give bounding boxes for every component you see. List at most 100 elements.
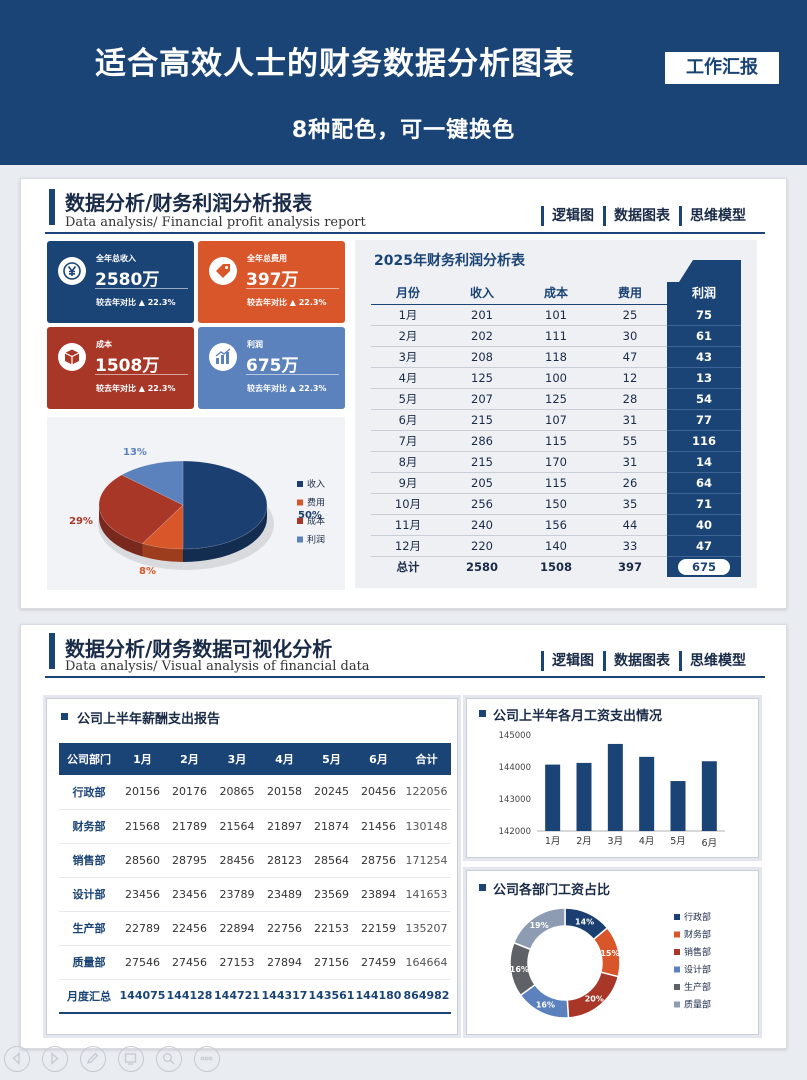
value-cell: 202 [445, 325, 519, 347]
legend-label: 生产部 [684, 981, 711, 993]
y-tick-label: 145000 [499, 731, 531, 741]
report-badge[interactable]: 工作汇报 [665, 52, 779, 84]
value-cell: 28 [593, 388, 667, 410]
value-cell: 31 [593, 451, 667, 473]
column-header: 收入 [445, 282, 519, 305]
table-row: 6月 215 107 31 77 [371, 409, 741, 431]
value-cell: 28756 [355, 843, 402, 878]
y-tick-label: 143000 [499, 795, 531, 805]
month-cell: 10月 [371, 493, 445, 515]
bar-3月 [607, 743, 623, 831]
legend-label: 质量部 [684, 999, 711, 1011]
total-cell: 总计 [371, 555, 445, 577]
profit-table-title: 2025年财务利润分析表 [374, 253, 525, 269]
pie-value-label: 50% [298, 510, 322, 521]
value-cell: 21564 [213, 809, 261, 844]
value-cell: 208 [445, 346, 519, 368]
table-row: 行政部 20156 20176 20865 20158 20245 20456 122056 [59, 775, 451, 810]
value-cell: 20456 [355, 775, 402, 810]
kpi-divider [95, 374, 188, 375]
value-cell: 23789 [213, 877, 261, 912]
pen-button[interactable] [80, 1046, 106, 1072]
section-title: 数据分析/财务利润分析报表 [65, 191, 313, 215]
value-cell: 23456 [119, 877, 166, 912]
tab-thinking-models[interactable]: 思维模型 [679, 651, 751, 671]
value-cell: 28456 [213, 843, 261, 878]
kpi-label: 成本 [96, 340, 112, 349]
table-row: 11月 240 156 44 40 [371, 514, 741, 536]
value-cell: 156 [519, 514, 593, 536]
table-row: 3月 208 118 47 43 [371, 346, 741, 368]
tab-logic-diagram[interactable]: 逻辑图 [541, 206, 599, 226]
value-cell: 140 [519, 535, 593, 557]
kpi-card-expense[interactable]: 全年总费用 397万 较去年对比 ▲ 22.3% [198, 241, 345, 323]
legend-swatch [674, 966, 680, 973]
profit-table-panel: 2025年财务利润分析表 月份 收入 成本 费用 利润 1月 201 101 25 75… [355, 240, 757, 588]
value-cell: 240 [445, 514, 519, 536]
value-cell: 27546 [119, 945, 166, 980]
column-header: 4月 [261, 743, 308, 775]
value-cell: 20176 [166, 775, 213, 810]
pie-slice-利润 [121, 460, 184, 506]
more-icon [200, 1056, 213, 1061]
month-cell: 2月 [371, 325, 445, 347]
value-cell: 23456 [166, 877, 213, 912]
legend-label: 成本 [307, 515, 325, 527]
table-header-row: 月份 收入 成本 费用 利润 [371, 282, 741, 305]
column-header: 3月 [213, 743, 261, 775]
tab-data-charts[interactable]: 数据图表 [603, 206, 675, 226]
donut-value-label: 16% [536, 1001, 555, 1010]
value-cell: 22159 [355, 911, 402, 946]
month-cell: 11月 [371, 514, 445, 536]
table-row: 4月 125 100 12 13 [371, 367, 741, 389]
value-cell: 144075 [119, 979, 166, 1014]
tab-logic-diagram[interactable]: 逻辑图 [541, 651, 599, 671]
value-cell: 100 [519, 367, 593, 389]
month-cell: 3月 [371, 346, 445, 368]
legend-swatch [674, 984, 680, 990]
column-header: 1月 [119, 743, 166, 775]
month-cell: 12月 [371, 535, 445, 557]
value-cell: 207 [445, 388, 519, 410]
month-cell: 9月 [371, 472, 445, 494]
y-tick-label: 144000 [499, 763, 531, 773]
value-cell: 215 [445, 451, 519, 473]
kpi-value: 1508万 [95, 356, 160, 376]
page-title: 适合高效人士的财务数据分析图表 [95, 46, 575, 82]
table-row: 9月 205 115 26 64 [371, 472, 741, 494]
tab-data-charts[interactable]: 数据图表 [603, 651, 675, 671]
total-cell: 1508 [519, 555, 593, 577]
slides-button[interactable] [118, 1046, 144, 1072]
value-cell: 21874 [308, 809, 355, 844]
more-button[interactable] [194, 1046, 220, 1072]
value-cell: 27894 [261, 945, 308, 980]
value-cell: 54 [667, 388, 741, 410]
zoom-button[interactable] [156, 1046, 182, 1072]
tab-thinking-models[interactable]: 思维模型 [679, 206, 751, 226]
column-header: 利润 [667, 282, 741, 305]
value-cell: 171254 [402, 843, 451, 878]
legend-swatch [674, 949, 680, 955]
pie-slice-side [99, 505, 143, 557]
value-cell: 116 [667, 430, 741, 452]
value-cell: 115 [519, 472, 593, 494]
table-row: 质量部 27546 27456 27153 27894 27156 27459 164664 [59, 945, 451, 980]
next-button[interactable] [42, 1046, 68, 1072]
kpi-card-profit[interactable]: 利润 675万 较去年对比 ▲ 22.3% [198, 327, 345, 409]
value-cell: 44 [593, 514, 667, 536]
donut-value-label: 14% [575, 917, 594, 926]
legend-swatch [297, 518, 303, 524]
kpi-divider [246, 374, 339, 375]
donut-value-label: 20% [585, 994, 604, 1003]
value-cell: 141653 [402, 877, 451, 912]
previous-button[interactable] [4, 1046, 30, 1072]
pen-icon [86, 1052, 99, 1065]
total-profit-pill: 675 [678, 558, 730, 575]
kpi-card-revenue[interactable]: 全年总收入 2580万 较去年对比 ▲ 22.3% [47, 241, 194, 323]
value-cell: 20865 [213, 775, 261, 810]
column-header: 公司部门 [59, 743, 119, 775]
x-tick-label: 2月 [576, 836, 592, 847]
column-header: 费用 [593, 282, 667, 305]
kpi-card-cost[interactable]: 成本 1508万 较去年对比 ▲ 22.3% [47, 327, 194, 409]
